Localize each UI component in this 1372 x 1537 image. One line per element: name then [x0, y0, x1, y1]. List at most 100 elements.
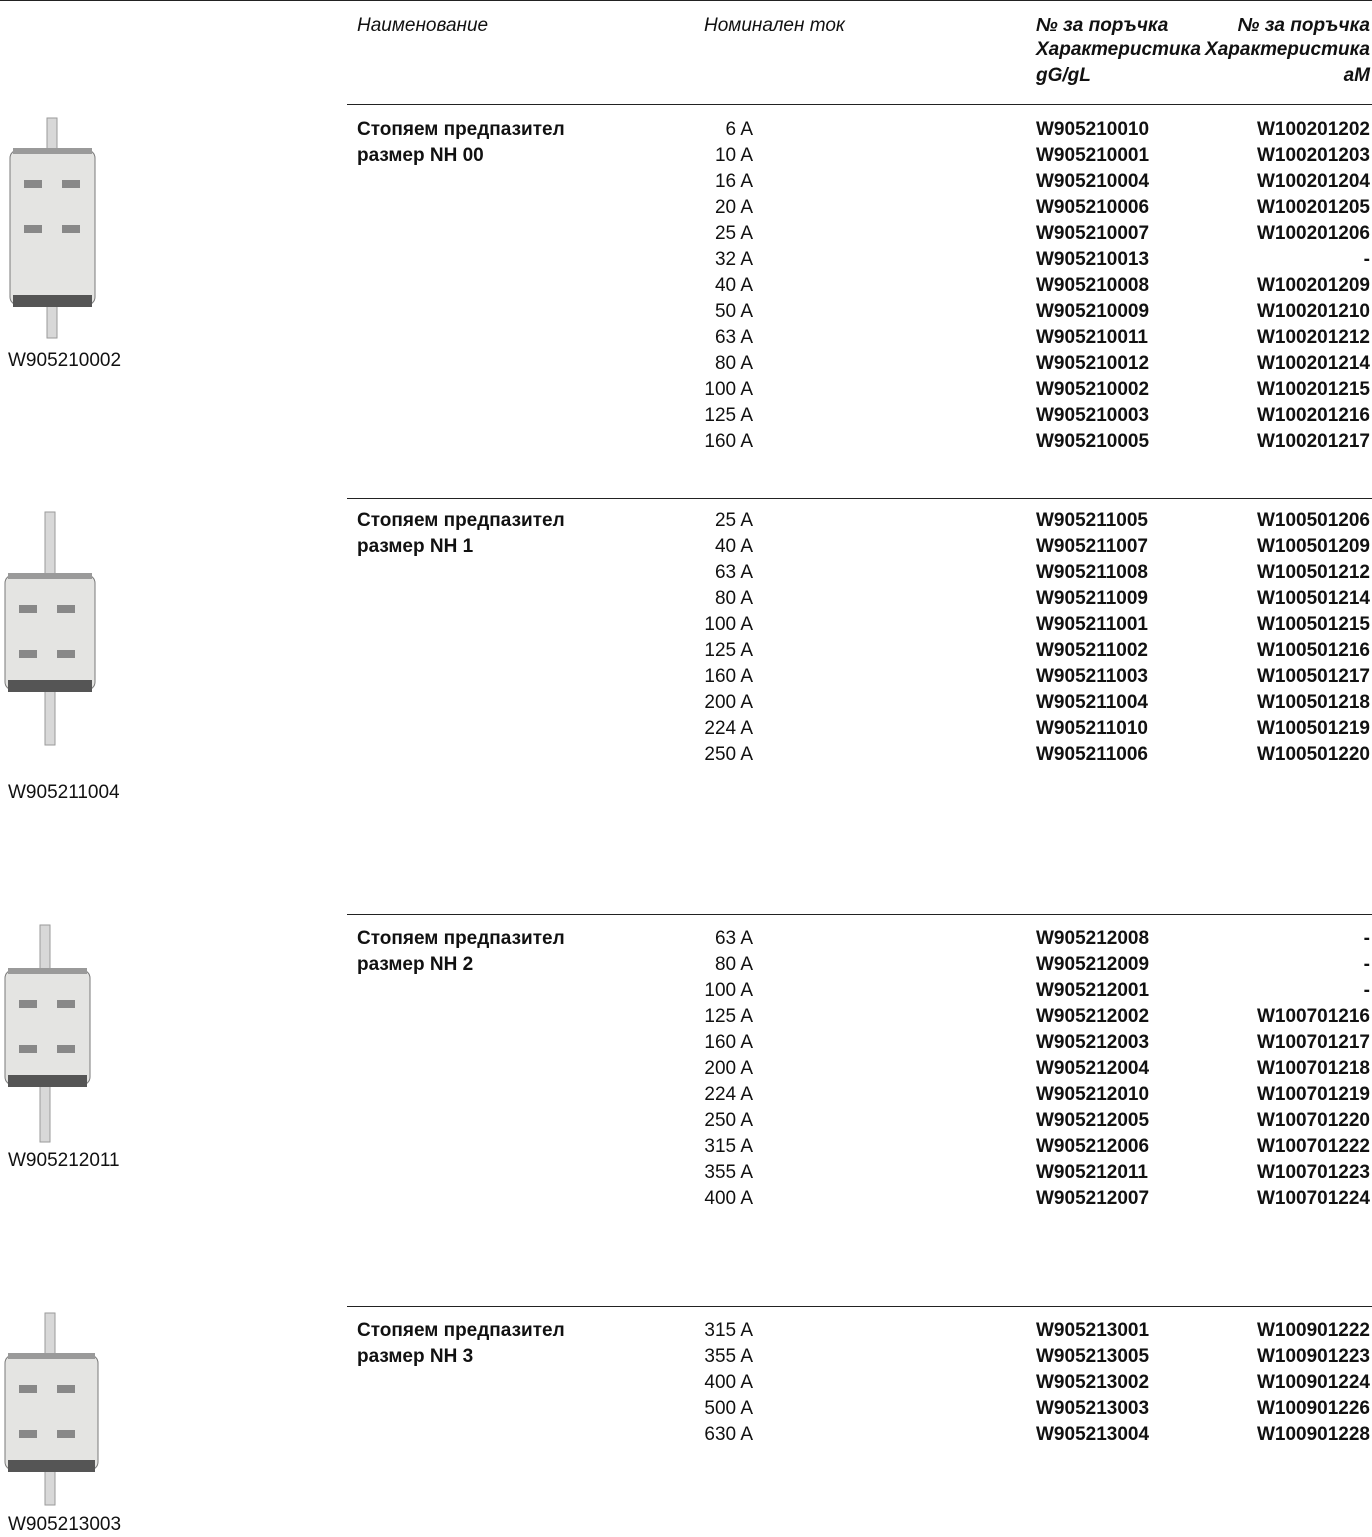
rated-current: 125 A: [704, 405, 753, 426]
rated-current: 160 A: [704, 1032, 753, 1053]
rated-current: 50 A: [714, 301, 753, 322]
order-no-gg: W905211002: [1036, 640, 1148, 661]
fuse-cap: [13, 148, 92, 154]
order-no-gg: W905210008: [1036, 275, 1150, 296]
order-no-am: W100501217: [1256, 666, 1370, 687]
order-no-gg: W905211007: [1036, 536, 1148, 557]
fuse-body: [4, 969, 91, 1086]
order-no-gg: W905213003: [1036, 1398, 1150, 1419]
order-no-am: -: [1363, 928, 1370, 949]
order-no-am: W100201210: [1256, 301, 1370, 322]
order-no-gg: W905210002: [1036, 379, 1150, 400]
rated-current: 80 A: [714, 954, 753, 975]
order-no-gg: W905212008: [1036, 928, 1150, 949]
fuse-cap: [13, 295, 92, 307]
header-gg: № за поръчка: [1036, 15, 1169, 36]
order-no-am: W100901222: [1256, 1320, 1370, 1341]
order-no-gg: W905210007: [1036, 223, 1150, 244]
order-no-gg: W905211001: [1036, 614, 1148, 635]
rated-current: 40 A: [714, 536, 753, 557]
fuse-print: [62, 225, 80, 233]
fuse-print: [19, 1430, 37, 1438]
order-no-am: -: [1363, 249, 1370, 270]
fuse-body: [4, 1354, 99, 1471]
rated-current: 100 A: [704, 980, 753, 1001]
order-no-gg: W905210013: [1036, 249, 1150, 270]
order-no-am: W100701222: [1256, 1136, 1370, 1157]
order-no-am: W100201205: [1256, 197, 1370, 218]
rated-current: 10 A: [714, 145, 753, 166]
order-no-am: W100501218: [1256, 692, 1370, 713]
order-no-am: W100201215: [1256, 379, 1370, 400]
order-no-gg: W905210011: [1036, 327, 1148, 348]
order-no-am: W100201214: [1256, 353, 1370, 374]
order-no-am: W100501219: [1256, 718, 1370, 739]
order-no-am: W100901223: [1256, 1346, 1370, 1367]
rated-current: 32 A: [714, 249, 753, 270]
rated-current: 125 A: [704, 1006, 753, 1027]
fuse-print: [57, 1430, 75, 1438]
fuse-body: [9, 149, 96, 306]
fuse-cap: [8, 1460, 95, 1472]
order-no-am: -: [1363, 954, 1370, 975]
order-no-am: W100201206: [1256, 223, 1370, 244]
rated-current: 400 A: [704, 1188, 753, 1209]
order-no-am: W100201209: [1256, 275, 1370, 296]
fuse-body: [4, 574, 96, 691]
order-no-gg: W905212004: [1036, 1058, 1150, 1079]
order-no-gg: W905213004: [1036, 1424, 1150, 1445]
rated-current: 250 A: [704, 744, 753, 765]
rated-current: 100 A: [704, 614, 753, 635]
rated-current: 125 A: [704, 640, 753, 661]
order-no-gg: W905212005: [1036, 1110, 1150, 1131]
header-gg: Характеристика: [1036, 39, 1201, 60]
order-no-am: -: [1363, 980, 1370, 1001]
image-caption: W905211004: [8, 782, 120, 803]
rated-current: 100 A: [704, 379, 753, 400]
fuse-print: [57, 650, 75, 658]
order-no-gg: W905210005: [1036, 431, 1150, 452]
order-no-gg: W905210006: [1036, 197, 1150, 218]
fuse-print: [19, 650, 37, 658]
header-gg: gG/gL: [1036, 65, 1091, 86]
order-no-am: W100501220: [1256, 744, 1370, 765]
order-no-gg: W905212006: [1036, 1136, 1150, 1157]
product-name: размер NH 2: [357, 954, 474, 975]
order-no-gg: W905213001: [1036, 1320, 1150, 1341]
rated-current: 16 A: [714, 171, 753, 192]
product-name: размер NH 1: [357, 536, 474, 557]
fuse-cap: [8, 1075, 87, 1087]
rated-current: 250 A: [704, 1110, 753, 1131]
rated-current: 315 A: [704, 1320, 753, 1341]
order-no-am: W100501216: [1256, 640, 1370, 661]
header-am: aM: [1343, 65, 1370, 86]
product-name: размер NH 3: [357, 1346, 474, 1367]
product-name: размер NH 00: [357, 145, 484, 166]
order-no-gg: W905210009: [1036, 301, 1150, 322]
fuse-print: [62, 180, 80, 188]
fuse-print: [57, 605, 75, 613]
order-no-gg: W905212011: [1036, 1162, 1148, 1183]
rated-current: 20 A: [714, 197, 753, 218]
rated-current: 355 A: [704, 1162, 753, 1183]
product-name: Стопяем предпазител: [357, 928, 565, 949]
image-caption: W905210002: [8, 350, 122, 371]
order-no-am: W100701217: [1256, 1032, 1370, 1053]
fuse-cap: [8, 573, 92, 579]
fuse-print: [19, 1000, 37, 1008]
header-name: Наименование: [357, 15, 489, 36]
fuse-print: [57, 1000, 75, 1008]
image-caption: W905213003: [8, 1514, 122, 1535]
fuse-print: [24, 225, 42, 233]
order-no-gg: W905212009: [1036, 954, 1150, 975]
rated-current: 200 A: [704, 692, 753, 713]
rated-current: 160 A: [704, 431, 753, 452]
rated-current: 80 A: [714, 588, 753, 609]
order-no-gg: W905211006: [1036, 744, 1148, 765]
order-no-gg: W905210001: [1036, 145, 1150, 166]
rated-current: 315 A: [704, 1136, 753, 1157]
order-no-am: W100701223: [1256, 1162, 1370, 1183]
rated-current: 63 A: [714, 562, 753, 583]
order-no-am: W100501214: [1256, 588, 1370, 609]
order-no-am: W100201202: [1256, 119, 1370, 140]
